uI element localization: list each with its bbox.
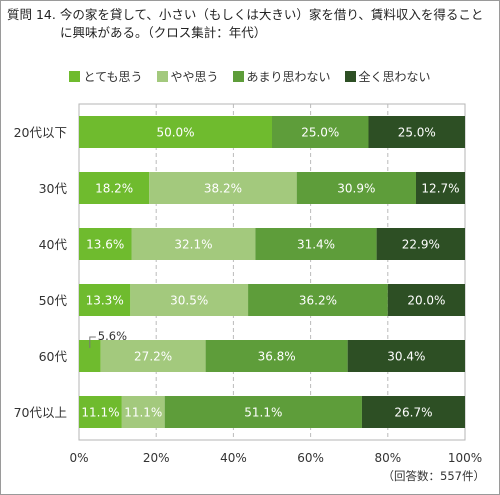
legend-swatch — [344, 71, 356, 82]
legend: とても思う やや思う あまり思わない 全く思わない — [0, 68, 500, 85]
legend-swatch — [156, 71, 168, 82]
legend-item: やや思う — [156, 68, 219, 85]
legend-label: やや思う — [170, 70, 219, 84]
legend-label: とても思う — [83, 70, 143, 84]
title-line-1: 質問 14. 今の家を貸して、小さい（もしくは大きい）家を借り、賃料収入を得るこ… — [7, 7, 484, 22]
legend-item: 全く思わない — [344, 68, 431, 85]
legend-swatch — [69, 71, 81, 82]
chart-title: 質問 14. 今の家を貸して、小さい（もしくは大きい）家を借り、賃料収入を得るこ… — [7, 6, 495, 42]
legend-item: あまり思わない — [232, 68, 331, 85]
legend-item: とても思う — [69, 68, 143, 85]
legend-label: あまり思わない — [246, 70, 331, 84]
legend-swatch — [232, 71, 244, 82]
legend-label: 全く思わない — [358, 70, 431, 84]
title-line-2: に興味がある。（クロス集計：年代） — [60, 25, 267, 40]
